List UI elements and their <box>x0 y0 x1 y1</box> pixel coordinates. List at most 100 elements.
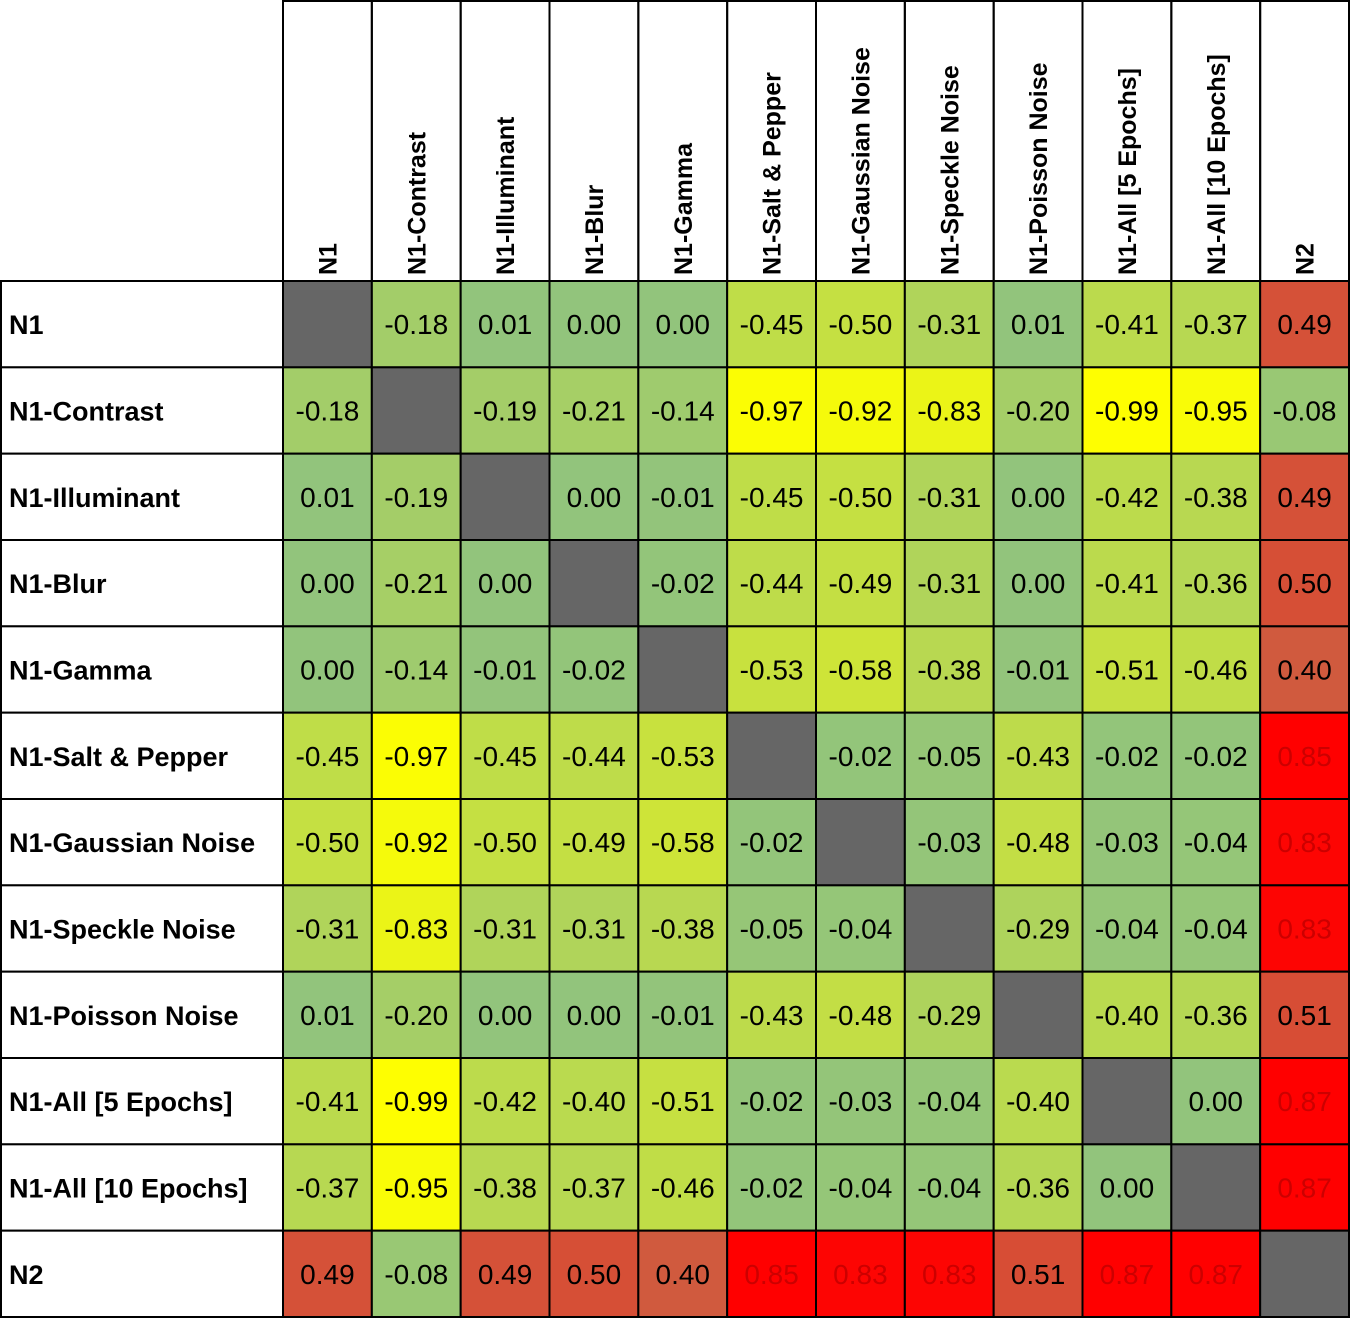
cell-value: 0.51 <box>1011 1259 1066 1290</box>
row-label: N1-All [10 Epochs] <box>9 1174 248 1204</box>
cell-value: -0.49 <box>829 568 893 599</box>
heatmap-cell <box>459 366 551 455</box>
row-label: N1-Salt & Pepper <box>9 742 229 772</box>
cell-value: -0.45 <box>296 741 360 772</box>
cell-value: 0.00 <box>300 568 355 599</box>
cell-value: 0.00 <box>300 655 355 686</box>
cell-value: -0.38 <box>917 655 981 686</box>
row-header-cell <box>0 366 284 455</box>
heatmap-cell <box>1259 970 1350 1060</box>
cell-value: -0.01 <box>1006 655 1070 686</box>
cell-value: -0.43 <box>740 1000 804 1031</box>
heatmap-cell <box>637 884 729 973</box>
row-label: N1-Speckle Noise <box>9 915 236 945</box>
cell-value: -0.92 <box>829 396 893 427</box>
cell-value: -0.99 <box>384 1086 448 1117</box>
row-header-cell <box>0 625 284 714</box>
row-label: N1-Contrast <box>9 397 164 427</box>
row-label: N1 <box>9 310 44 340</box>
heatmap-cell <box>282 366 373 455</box>
cell-value: -0.38 <box>1184 482 1248 513</box>
row-label: N1-Gaussian Noise <box>9 828 255 858</box>
cell-value: 0.00 <box>656 309 711 340</box>
cell-value: -0.37 <box>296 1173 360 1204</box>
heatmap-cell <box>1170 1057 1262 1146</box>
cell-value: -0.97 <box>740 396 804 427</box>
column-label: N2 <box>1292 243 1320 275</box>
cell-value: -0.37 <box>562 1173 626 1204</box>
column-label: N1-Poisson Noise <box>1025 62 1053 275</box>
heatmap-cell <box>637 452 729 541</box>
heatmap-cell <box>815 280 906 369</box>
heatmap-cell <box>459 280 551 369</box>
cell-value: -0.45 <box>740 309 804 340</box>
heatmap-cell <box>548 970 640 1060</box>
heatmap-cell <box>992 711 1084 801</box>
heatmap-cell <box>903 625 995 714</box>
heatmap-cell <box>637 1143 729 1232</box>
cell-value: -0.01 <box>651 482 715 513</box>
cell-value: -0.46 <box>651 1173 715 1204</box>
heatmap-cell <box>815 884 906 973</box>
cell-value: -0.53 <box>740 655 804 686</box>
heatmap-cell <box>1259 366 1350 455</box>
heatmap-cell <box>1259 1057 1350 1146</box>
column-label: N1-All [10 Epochs] <box>1203 54 1231 275</box>
heatmap-cell <box>1259 625 1350 714</box>
cell-value: -0.48 <box>1006 827 1070 858</box>
cell-value: -0.21 <box>562 396 626 427</box>
diagonal-cell <box>459 452 551 541</box>
cell-value: 0.85 <box>744 1259 799 1290</box>
cell-value: -0.41 <box>1095 309 1159 340</box>
cell-value: -0.04 <box>1184 914 1248 945</box>
heatmap-cell <box>1081 884 1173 973</box>
heatmap-cell <box>992 452 1084 541</box>
cell-value: -0.31 <box>473 914 537 945</box>
cell-value: -0.44 <box>740 568 804 599</box>
heatmap-cell <box>370 625 462 714</box>
heatmap-cell <box>1259 711 1350 801</box>
cell-value: -0.46 <box>1184 655 1248 686</box>
heatmap-cell <box>1170 970 1262 1060</box>
cell-value: -0.02 <box>740 827 804 858</box>
cell-value: -0.36 <box>1006 1173 1070 1204</box>
cell-value: 0.01 <box>300 1000 355 1031</box>
diagonal-cell <box>370 366 462 455</box>
heatmap-cell <box>1170 711 1262 801</box>
cell-value: -0.03 <box>1095 827 1159 858</box>
cell-value: 0.00 <box>1189 1086 1244 1117</box>
heatmap-cell <box>282 539 373 628</box>
heatmap-cell <box>1081 452 1173 541</box>
cell-value: -0.02 <box>562 655 626 686</box>
heatmap-cell <box>903 970 995 1060</box>
cell-value: 0.01 <box>300 482 355 513</box>
cell-value: 0.00 <box>1011 568 1066 599</box>
cell-value: 0.87 <box>1100 1259 1155 1290</box>
cell-value: 0.00 <box>1011 482 1066 513</box>
row-label: N1-Illuminant <box>9 483 180 513</box>
cell-value: 0.87 <box>1277 1173 1332 1204</box>
diagonal-cell <box>548 539 640 628</box>
cell-value: 0.00 <box>478 568 533 599</box>
cell-value: -0.29 <box>917 1000 981 1031</box>
heatmap-cell <box>548 798 640 887</box>
heatmap-cell <box>1081 970 1173 1060</box>
heatmap-cell <box>370 798 462 887</box>
heatmap-cell <box>1170 452 1262 541</box>
cell-value: -0.40 <box>562 1086 626 1117</box>
cell-value: -0.50 <box>829 309 893 340</box>
row-header-cell <box>0 970 284 1060</box>
cell-value: -0.01 <box>473 655 537 686</box>
cell-value: -0.49 <box>562 827 626 858</box>
diagonal-cell <box>903 884 995 973</box>
cell-value: -0.02 <box>740 1173 804 1204</box>
heatmap-cell <box>726 970 818 1060</box>
heatmap-cell <box>726 1057 818 1146</box>
heatmap-cell <box>282 1143 373 1232</box>
heatmap-cell <box>282 625 373 714</box>
cell-value: -0.31 <box>562 914 626 945</box>
heatmap-cell <box>1081 280 1173 369</box>
row-header-cell <box>0 539 284 628</box>
heatmap-cell <box>903 798 995 887</box>
cell-value: 0.87 <box>1277 1086 1332 1117</box>
